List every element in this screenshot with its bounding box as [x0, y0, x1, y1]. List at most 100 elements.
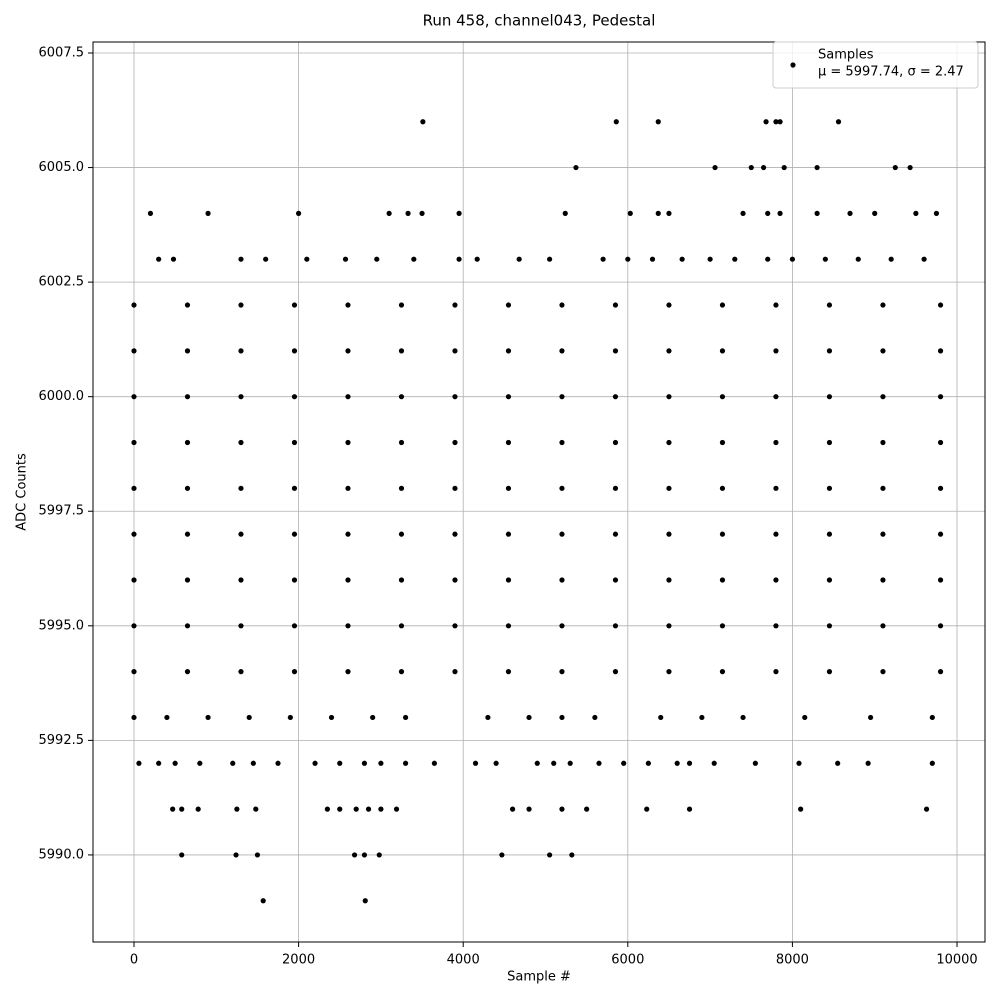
series — [131, 119, 944, 904]
point — [719, 394, 726, 400]
plot-frame — [92, 41, 986, 943]
point — [398, 623, 405, 629]
point — [184, 302, 191, 308]
point — [456, 256, 462, 262]
point — [773, 119, 779, 125]
point — [679, 256, 685, 262]
point — [474, 256, 480, 262]
point — [567, 760, 573, 766]
point — [666, 348, 672, 354]
point — [291, 669, 298, 675]
point — [505, 348, 512, 354]
point — [393, 806, 400, 812]
point — [184, 577, 191, 583]
point — [719, 669, 726, 675]
point — [376, 852, 382, 858]
x-tick-label: 2000 — [282, 953, 315, 968]
point — [131, 714, 137, 721]
point — [230, 760, 236, 766]
point — [547, 256, 553, 262]
point — [238, 256, 244, 262]
point — [592, 714, 598, 721]
point — [170, 256, 177, 262]
point — [666, 577, 672, 583]
point — [337, 760, 343, 766]
y-tick-label: 5992.5 — [39, 733, 85, 748]
point — [493, 760, 499, 766]
point — [625, 256, 631, 262]
point — [337, 806, 343, 812]
point — [431, 760, 437, 766]
x-tick-label: 4000 — [447, 953, 480, 968]
point — [559, 669, 565, 675]
legend-label: Samples — [818, 48, 874, 63]
point — [547, 852, 553, 858]
point — [826, 302, 833, 308]
point — [328, 714, 335, 721]
point — [238, 439, 244, 446]
point — [131, 623, 137, 629]
point — [238, 623, 244, 629]
point — [711, 760, 717, 766]
point — [505, 531, 512, 537]
point — [452, 669, 458, 675]
point — [184, 439, 191, 446]
point — [562, 210, 568, 216]
point — [937, 577, 944, 583]
point — [164, 714, 170, 721]
point — [304, 256, 310, 262]
point — [796, 760, 802, 766]
point — [826, 485, 833, 491]
point — [867, 714, 874, 721]
point — [291, 439, 298, 446]
point — [880, 302, 886, 308]
chart-title: Run 458, channel043, Pedestal — [423, 12, 656, 30]
point — [933, 210, 940, 216]
point — [452, 439, 458, 446]
point — [456, 210, 462, 216]
point — [184, 348, 191, 354]
y-tick-label: 5995.0 — [39, 618, 85, 633]
point — [184, 485, 191, 491]
point — [551, 760, 557, 766]
point — [419, 210, 425, 216]
point — [179, 806, 185, 812]
point — [686, 760, 693, 766]
point — [777, 119, 783, 125]
y-tick-label: 6007.5 — [39, 45, 85, 60]
point — [773, 485, 779, 491]
point — [559, 394, 565, 400]
point — [880, 439, 886, 446]
point — [505, 623, 512, 629]
point — [627, 210, 633, 216]
point — [509, 806, 516, 812]
point — [386, 210, 392, 216]
point — [365, 806, 372, 812]
point — [452, 577, 458, 583]
point — [295, 210, 302, 216]
point — [505, 577, 512, 583]
point — [131, 439, 137, 446]
point — [398, 485, 405, 491]
point — [559, 577, 565, 583]
point — [559, 714, 565, 721]
point — [937, 623, 944, 629]
point — [658, 714, 664, 721]
point — [402, 714, 409, 721]
point — [253, 806, 259, 812]
point — [773, 531, 779, 537]
point — [312, 760, 318, 766]
point — [748, 164, 754, 171]
point — [761, 164, 767, 171]
point — [238, 577, 244, 583]
point — [131, 394, 137, 400]
point — [345, 623, 351, 629]
point — [719, 485, 726, 491]
point — [880, 669, 886, 675]
point — [559, 348, 565, 354]
point — [398, 439, 405, 446]
point — [937, 439, 944, 446]
point — [291, 531, 298, 537]
